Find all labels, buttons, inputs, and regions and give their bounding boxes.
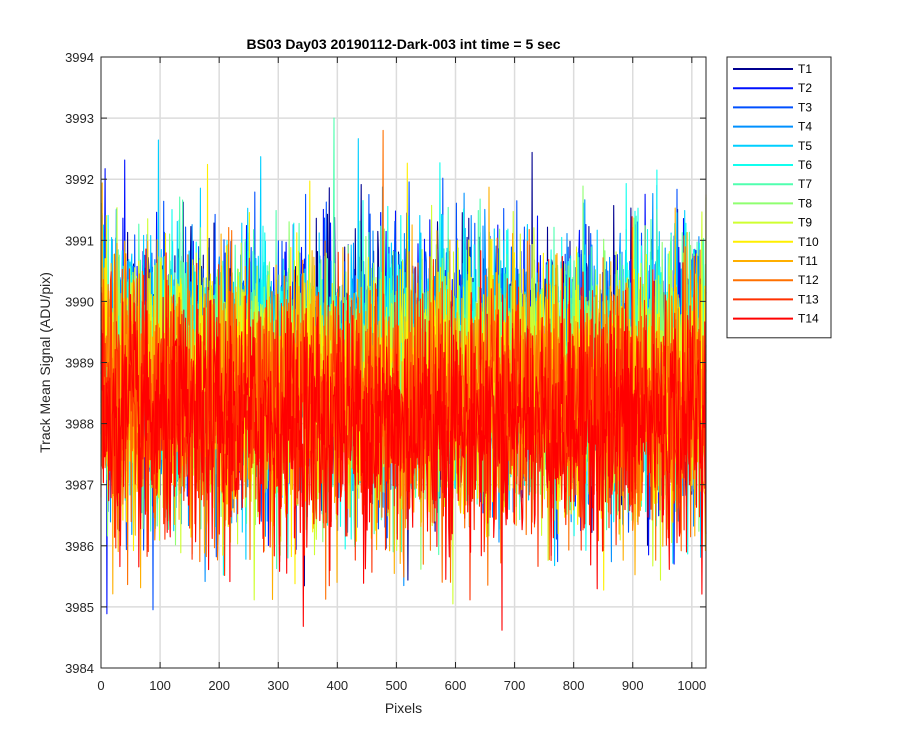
legend-box bbox=[726, 56, 832, 339]
legend-label-t6: T6 bbox=[798, 158, 812, 172]
legend-label-t13: T13 bbox=[798, 292, 819, 306]
y-axis-label: Track Mean Signal (ADU/pix) bbox=[37, 272, 53, 453]
x-tick-label: 400 bbox=[326, 678, 348, 693]
x-tick-label: 0 bbox=[97, 678, 104, 693]
y-tick-label: 3992 bbox=[65, 172, 94, 187]
x-tick-label: 300 bbox=[267, 678, 289, 693]
legend-label-t5: T5 bbox=[798, 139, 812, 153]
x-tick-label: 900 bbox=[622, 678, 644, 693]
legend-label-t7: T7 bbox=[798, 177, 812, 191]
y-tick-label: 3994 bbox=[65, 50, 94, 65]
y-tick-label: 3991 bbox=[65, 233, 94, 248]
x-tick-label: 700 bbox=[504, 678, 526, 693]
legend-label-t10: T10 bbox=[798, 235, 819, 249]
series-layer bbox=[100, 117, 707, 631]
legend-label-t8: T8 bbox=[798, 196, 812, 210]
y-tick-label: 3988 bbox=[65, 417, 94, 432]
x-tick-label: 100 bbox=[149, 678, 171, 693]
legend-label-t1: T1 bbox=[798, 62, 812, 76]
legend-label-t9: T9 bbox=[798, 216, 812, 230]
legend-label-t4: T4 bbox=[798, 120, 812, 134]
y-tick-label: 3987 bbox=[65, 478, 94, 493]
legend-label-t3: T3 bbox=[798, 100, 812, 114]
legend-label-t14: T14 bbox=[798, 312, 819, 326]
legend-label-t11: T11 bbox=[798, 254, 818, 268]
legend-label-t2: T2 bbox=[798, 81, 812, 95]
x-axis-label: Pixels bbox=[385, 700, 422, 716]
y-tick-label: 3985 bbox=[65, 600, 94, 615]
y-tick-label: 3989 bbox=[65, 356, 94, 371]
legend: T1 T2 T3 T4 T5 T6 T7 T8 T9 T10 T11 T12 T13 T14 bbox=[726, 56, 832, 339]
x-tick-label: 600 bbox=[445, 678, 467, 693]
chart-title: BS03 Day03 20190112-Dark-003 int time = … bbox=[246, 36, 560, 52]
x-tick-label: 1000 bbox=[677, 678, 706, 693]
series-line-t14 bbox=[100, 248, 707, 631]
x-tick-label: 800 bbox=[563, 678, 585, 693]
legend-label-t12: T12 bbox=[798, 273, 819, 287]
x-tick-label: 500 bbox=[386, 678, 408, 693]
y-tick-label: 3990 bbox=[65, 294, 94, 309]
ticks: 0 100 200 300 400 500 600 700 800 900 1000 3984 3985… bbox=[65, 50, 706, 693]
plot-area: 0 100 200 300 400 500 600 700 800 900 1000 3984 3985… bbox=[65, 50, 707, 693]
y-tick-label: 3984 bbox=[65, 661, 94, 676]
x-tick-label: 200 bbox=[208, 678, 230, 693]
y-tick-label: 3986 bbox=[65, 539, 94, 554]
y-tick-label: 3993 bbox=[65, 111, 94, 126]
